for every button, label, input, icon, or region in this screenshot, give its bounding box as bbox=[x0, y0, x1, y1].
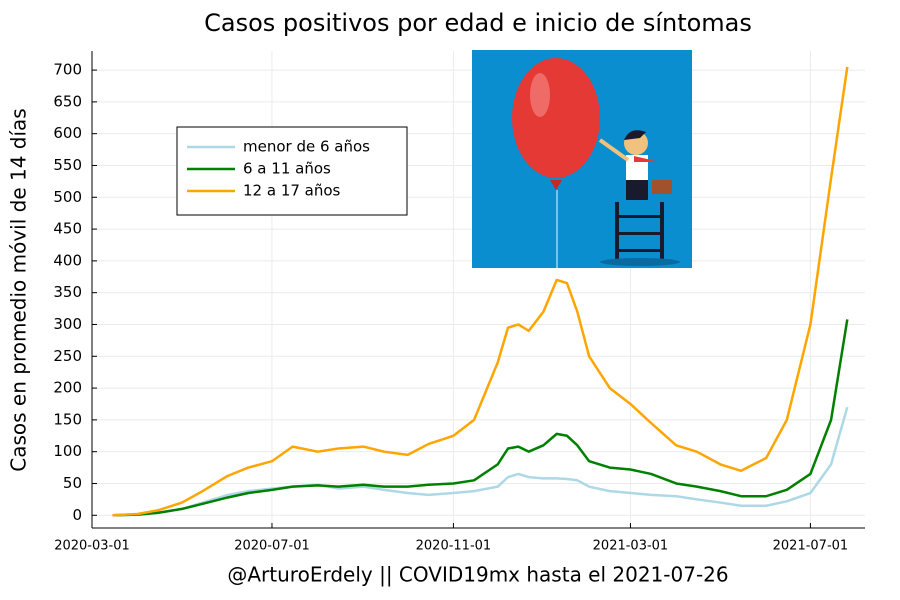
y-tick-label: 450 bbox=[53, 220, 82, 238]
chart-title: Casos positivos por edad e inicio de sín… bbox=[204, 9, 752, 37]
series-line bbox=[112, 406, 849, 517]
y-tick-label: 0 bbox=[72, 506, 82, 524]
x-tick-label: 2021-03-01 bbox=[593, 539, 669, 554]
y-tick-label: 400 bbox=[53, 251, 82, 269]
y-tick-label: 50 bbox=[63, 474, 82, 492]
y-tick-label: 200 bbox=[53, 379, 82, 397]
y-tick-label: 300 bbox=[53, 315, 82, 333]
y-axis-label: Casos en promedio móvil de 14 días bbox=[7, 108, 31, 471]
illustration bbox=[472, 50, 692, 268]
legend: menor de 6 años 6 a 11 años 12 a 17 años bbox=[176, 126, 408, 216]
y-tick-label: 650 bbox=[53, 92, 82, 110]
series-line bbox=[112, 66, 849, 517]
legend-label: 6 a 11 años bbox=[243, 160, 331, 178]
plot-area: 0 50 100 150 200 250 300 350 400 450 500 550 600 650 7… bbox=[53, 51, 865, 554]
y-tick-label: 600 bbox=[53, 124, 82, 142]
x-tick-label: 2020-07-01 bbox=[234, 539, 310, 554]
x-tick-label: 2021-07-01 bbox=[773, 539, 849, 554]
legend-label: menor de 6 años bbox=[243, 138, 370, 156]
y-tick-label: 150 bbox=[53, 410, 82, 428]
y-tick-label: 350 bbox=[53, 283, 82, 301]
x-tick-label: 2020-11-01 bbox=[416, 539, 492, 554]
series-line bbox=[112, 319, 849, 517]
y-tick-label: 500 bbox=[53, 188, 82, 206]
legend-label: 12 a 17 años bbox=[243, 182, 341, 200]
legend-box bbox=[176, 126, 408, 216]
y-tick-label: 250 bbox=[53, 347, 82, 365]
x-tick-label: 2020-03-01 bbox=[54, 539, 130, 554]
y-tick-label: 100 bbox=[53, 442, 82, 460]
x-axis-label: @ArturoErdely || COVID19mx hasta el 2021… bbox=[227, 563, 728, 587]
y-tick-label: 700 bbox=[53, 61, 82, 79]
y-tick-label: 550 bbox=[53, 156, 82, 174]
